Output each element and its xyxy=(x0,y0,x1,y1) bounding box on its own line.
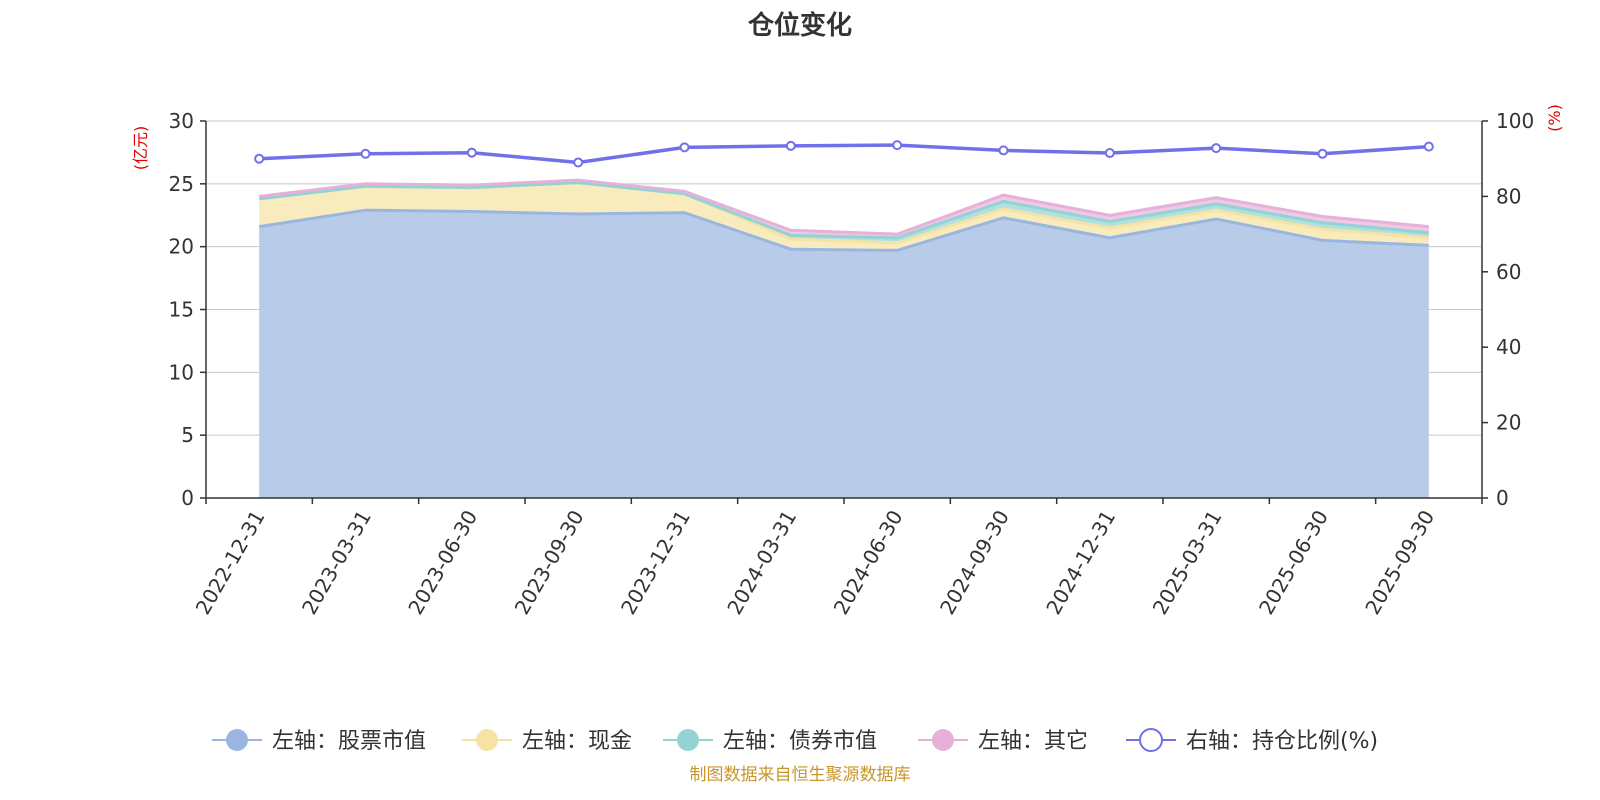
right-axis-tick-label: 20 xyxy=(1496,411,1521,435)
right-axis-tick-label: 60 xyxy=(1496,260,1521,284)
legend[interactable]: 左轴：股票市值 左轴：现金 左轴：债券市值 左轴：其它 右轴：持仓比例(%) xyxy=(212,728,1378,754)
legend-label: 左轴：其它 xyxy=(978,729,1088,754)
x-axis-tick-label: 2022-12-31 xyxy=(191,506,270,619)
ratio-point xyxy=(254,153,265,164)
left-axis-tick-label: 25 xyxy=(169,172,194,196)
ratio-point xyxy=(466,147,477,158)
left-axis-tick-label: 15 xyxy=(169,298,194,322)
x-axis-tick-label: 2024-12-31 xyxy=(1041,506,1120,619)
x-axis-tick-label: 2023-06-30 xyxy=(403,506,482,619)
legend-label: 左轴：股票市值 xyxy=(272,729,426,754)
legend-item[interactable]: 左轴：债券市值 xyxy=(663,729,877,754)
area-edge-1 xyxy=(258,208,1429,252)
area-edge-3 xyxy=(259,181,1429,240)
right-axis-unit: (%) xyxy=(1545,104,1564,132)
x-axis-tick-label: 2023-03-31 xyxy=(297,506,376,619)
ratio-point xyxy=(1317,148,1328,159)
legend-item[interactable]: 左轴：其它 xyxy=(918,729,1088,754)
right-axis-tick-label: 80 xyxy=(1496,184,1521,208)
legend-label: 左轴：现金 xyxy=(522,729,632,754)
area-edge-4 xyxy=(259,178,1429,236)
ratio-point xyxy=(1211,143,1222,154)
series-lines xyxy=(254,140,1434,252)
ratio-point xyxy=(573,157,584,168)
ratio-point xyxy=(1104,148,1115,159)
left-axis-tick-label: 0 xyxy=(181,486,194,510)
legend-marker-icon xyxy=(476,729,498,751)
ratio-point xyxy=(785,140,796,151)
legend-label: 左轴：债券市值 xyxy=(723,729,877,754)
data-source-note: 制图数据来自恒生聚源数据库 xyxy=(690,765,911,785)
right-axis-tick-label: 0 xyxy=(1496,486,1509,510)
chart-title: 仓位变化 xyxy=(747,10,852,41)
legend-marker-icon xyxy=(226,729,248,751)
legend-item[interactable]: 左轴：股票市值 xyxy=(212,729,426,754)
legend-item[interactable]: 左轴：现金 xyxy=(462,729,632,754)
legend-marker-icon xyxy=(677,729,699,751)
x-axis-tick-label: 2023-12-31 xyxy=(616,506,695,619)
area-2 xyxy=(259,182,1429,251)
left-axis-tick-label: 10 xyxy=(169,360,194,384)
x-axis-tick-label: 2023-09-30 xyxy=(510,506,589,619)
left-axis-tick-label: 5 xyxy=(181,423,194,447)
x-axis-tick-label: 2024-09-30 xyxy=(935,506,1014,619)
ratio-point xyxy=(892,140,903,151)
ratio-point xyxy=(679,142,690,153)
legend-marker-icon xyxy=(1139,728,1163,752)
left-axis-tick-label: 20 xyxy=(169,235,194,259)
right-axis-tick-label: 40 xyxy=(1496,335,1521,359)
x-axis-tick-label: 2024-06-30 xyxy=(829,506,908,619)
ratio-point xyxy=(360,148,371,159)
area-1 xyxy=(259,210,1429,498)
legend-label: 右轴：持仓比例(%) xyxy=(1186,729,1378,754)
legend-item[interactable]: 右轴：持仓比例(%) xyxy=(1126,728,1378,754)
x-axis-tick-label: 2025-03-31 xyxy=(1148,506,1227,619)
ratio-point xyxy=(1423,141,1434,152)
x-axis-tick-label: 2025-09-30 xyxy=(1360,506,1439,619)
legend-marker-icon xyxy=(932,729,954,751)
x-axis-tick-label: 2025-06-30 xyxy=(1254,506,1333,619)
ratio-line xyxy=(259,143,1429,165)
x-axis-tick-label: 2024-03-31 xyxy=(722,506,801,619)
ratio-point xyxy=(998,145,1009,156)
left-axis-unit: (亿元) xyxy=(131,126,150,171)
left-axis-tick-label: 30 xyxy=(169,109,194,133)
right-axis-tick-label: 100 xyxy=(1496,109,1534,133)
